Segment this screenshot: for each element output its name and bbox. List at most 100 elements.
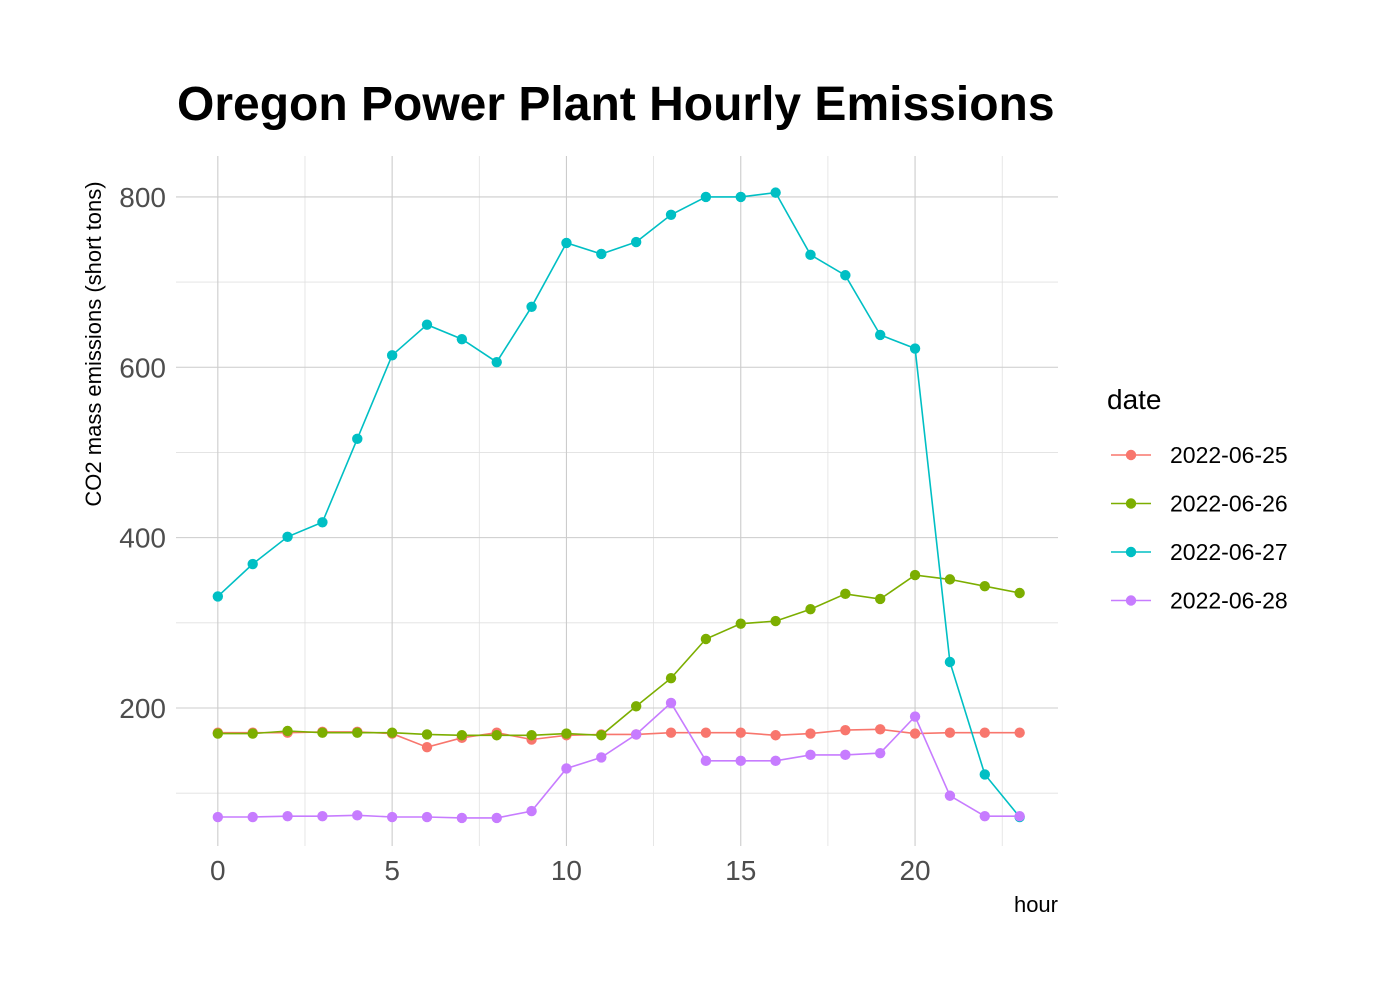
data-point bbox=[282, 531, 293, 542]
data-point bbox=[840, 724, 851, 736]
data-point bbox=[630, 236, 642, 248]
data-point bbox=[317, 810, 328, 822]
legend-key-point bbox=[1125, 498, 1137, 509]
data-point bbox=[421, 811, 433, 823]
data-point bbox=[1014, 810, 1025, 822]
legend-item: 2022-06-27 bbox=[1111, 539, 1288, 565]
data-point bbox=[212, 811, 224, 823]
legend-key-point bbox=[1125, 449, 1137, 461]
data-point bbox=[700, 727, 712, 738]
data-point bbox=[944, 574, 956, 585]
data-point bbox=[630, 729, 642, 740]
legend-label: 2022-06-27 bbox=[1170, 539, 1288, 565]
data-point bbox=[596, 248, 607, 260]
data-point bbox=[526, 730, 537, 741]
y-tick-label: 200 bbox=[119, 693, 166, 724]
data-point bbox=[491, 730, 502, 741]
data-point bbox=[875, 329, 886, 341]
data-point bbox=[247, 811, 258, 823]
data-point bbox=[212, 728, 224, 739]
data-point bbox=[1014, 587, 1025, 599]
data-point bbox=[909, 711, 921, 722]
data-point bbox=[630, 701, 642, 712]
data-point bbox=[735, 727, 746, 738]
data-point bbox=[596, 730, 607, 741]
data-point bbox=[909, 343, 921, 354]
y-tick-label: 400 bbox=[119, 523, 166, 554]
data-point bbox=[805, 249, 816, 261]
x-tick-label: 15 bbox=[725, 855, 756, 886]
data-point bbox=[840, 749, 851, 761]
data-point bbox=[386, 727, 398, 738]
data-point bbox=[665, 727, 677, 738]
x-tick-label: 0 bbox=[210, 855, 226, 886]
data-point bbox=[352, 727, 363, 738]
data-point bbox=[456, 333, 468, 345]
legend-item: 2022-06-28 bbox=[1111, 588, 1288, 614]
data-point bbox=[282, 810, 293, 822]
data-point bbox=[875, 724, 886, 735]
data-point bbox=[491, 356, 502, 368]
y-axis-label: CO2 mass emissions (short tons) bbox=[81, 181, 106, 506]
data-point bbox=[596, 752, 607, 763]
data-point bbox=[317, 727, 328, 738]
data-point bbox=[805, 603, 816, 615]
data-point bbox=[979, 580, 990, 592]
series-2022-06-27 bbox=[212, 187, 1025, 823]
data-point bbox=[944, 656, 956, 668]
data-point bbox=[875, 747, 886, 759]
data-point bbox=[700, 633, 712, 645]
data-point bbox=[526, 805, 537, 817]
legend-label: 2022-06-26 bbox=[1170, 491, 1288, 517]
data-point bbox=[979, 769, 990, 780]
data-point bbox=[421, 741, 433, 753]
data-point bbox=[700, 755, 712, 767]
data-point bbox=[386, 350, 398, 361]
data-point bbox=[735, 618, 746, 629]
x-tick-label: 10 bbox=[551, 855, 582, 886]
legend-label: 2022-06-25 bbox=[1170, 442, 1288, 468]
data-point bbox=[561, 237, 572, 249]
legend-item: 2022-06-25 bbox=[1111, 442, 1288, 468]
data-point bbox=[735, 191, 746, 203]
data-point bbox=[770, 755, 781, 767]
data-point bbox=[840, 270, 851, 281]
data-point bbox=[770, 730, 781, 741]
data-point bbox=[561, 763, 572, 774]
x-axis-ticks: 0 5 10 15 20 bbox=[210, 855, 931, 886]
x-axis-label: hour bbox=[1014, 892, 1058, 917]
data-point bbox=[212, 591, 224, 602]
data-point bbox=[282, 725, 293, 737]
data-point bbox=[247, 558, 258, 570]
series-line bbox=[217, 701, 1020, 819]
legend: date 2022-06-25 2022-06-26 2022-06-27 2022-… bbox=[1107, 384, 1288, 614]
x-tick-label: 20 bbox=[899, 855, 930, 886]
y-tick-label: 600 bbox=[119, 352, 166, 383]
data-point bbox=[456, 730, 468, 741]
data-point bbox=[665, 209, 677, 220]
data-point bbox=[805, 728, 816, 739]
data-point bbox=[247, 728, 258, 739]
legend-key-point bbox=[1125, 595, 1137, 606]
data-point bbox=[456, 812, 468, 824]
data-point bbox=[805, 749, 816, 761]
series-2022-06-26 bbox=[212, 569, 1025, 741]
data-point bbox=[944, 790, 956, 801]
data-point bbox=[840, 588, 851, 600]
data-point bbox=[979, 810, 990, 822]
data-point bbox=[909, 569, 921, 581]
data-point bbox=[526, 301, 537, 312]
x-tick-label: 5 bbox=[384, 855, 400, 886]
data-point bbox=[561, 728, 572, 739]
y-axis-ticks: 200 400 600 800 bbox=[119, 182, 166, 724]
data-point bbox=[735, 755, 746, 767]
legend-item: 2022-06-26 bbox=[1111, 491, 1288, 517]
data-point bbox=[944, 727, 956, 738]
legend-label: 2022-06-28 bbox=[1170, 588, 1288, 614]
data-point bbox=[421, 729, 433, 740]
data-point bbox=[979, 727, 990, 738]
data-point bbox=[352, 433, 363, 445]
data-point bbox=[875, 593, 886, 605]
series-layer bbox=[212, 187, 1025, 824]
series-line bbox=[217, 574, 1020, 737]
